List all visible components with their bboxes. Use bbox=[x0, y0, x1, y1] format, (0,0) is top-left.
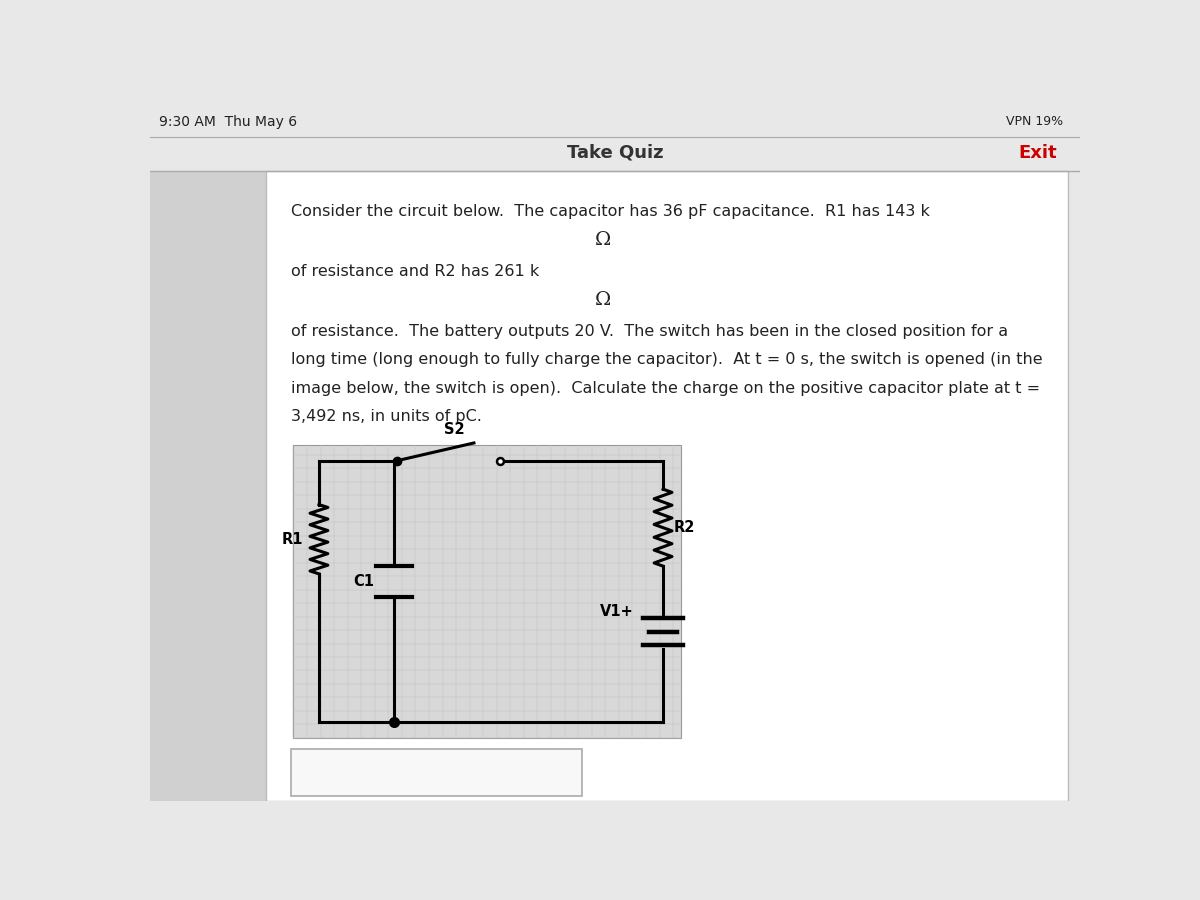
Text: Take Quiz: Take Quiz bbox=[566, 144, 664, 162]
Text: of resistance and R2 has 261 k: of resistance and R2 has 261 k bbox=[292, 264, 539, 279]
Text: 3,492 ns, in units of pC.: 3,492 ns, in units of pC. bbox=[292, 410, 482, 424]
Text: R1: R1 bbox=[282, 532, 304, 546]
Bar bbox=[266, 171, 1068, 801]
Text: Ω: Ω bbox=[595, 291, 612, 309]
Text: S2: S2 bbox=[444, 422, 464, 436]
Text: C1: C1 bbox=[353, 574, 374, 590]
Text: R2: R2 bbox=[674, 520, 695, 536]
Text: long time (long enough to fully charge the capacitor).  At t = 0 s, the switch i: long time (long enough to fully charge t… bbox=[292, 352, 1043, 367]
Text: of resistance.  The battery outputs 20 V.  The switch has been in the closed pos: of resistance. The battery outputs 20 V.… bbox=[292, 324, 1008, 338]
Bar bbox=[150, 171, 266, 801]
Text: V1+: V1+ bbox=[600, 604, 634, 619]
Bar bbox=[292, 749, 582, 796]
Text: VPN 19%: VPN 19% bbox=[997, 115, 1070, 129]
Text: Ω: Ω bbox=[595, 231, 612, 249]
Text: 9:30 AM  Thu May 6: 9:30 AM Thu May 6 bbox=[160, 115, 298, 129]
Text: Consider the circuit below.  The capacitor has 36 pF capacitance.  R1 has 143 k: Consider the circuit below. The capacito… bbox=[292, 204, 930, 220]
Text: Exit: Exit bbox=[1018, 144, 1057, 162]
Text: image below, the switch is open).  Calculate the charge on the positive capacito: image below, the switch is open). Calcul… bbox=[292, 381, 1040, 396]
Bar bbox=[293, 446, 680, 738]
